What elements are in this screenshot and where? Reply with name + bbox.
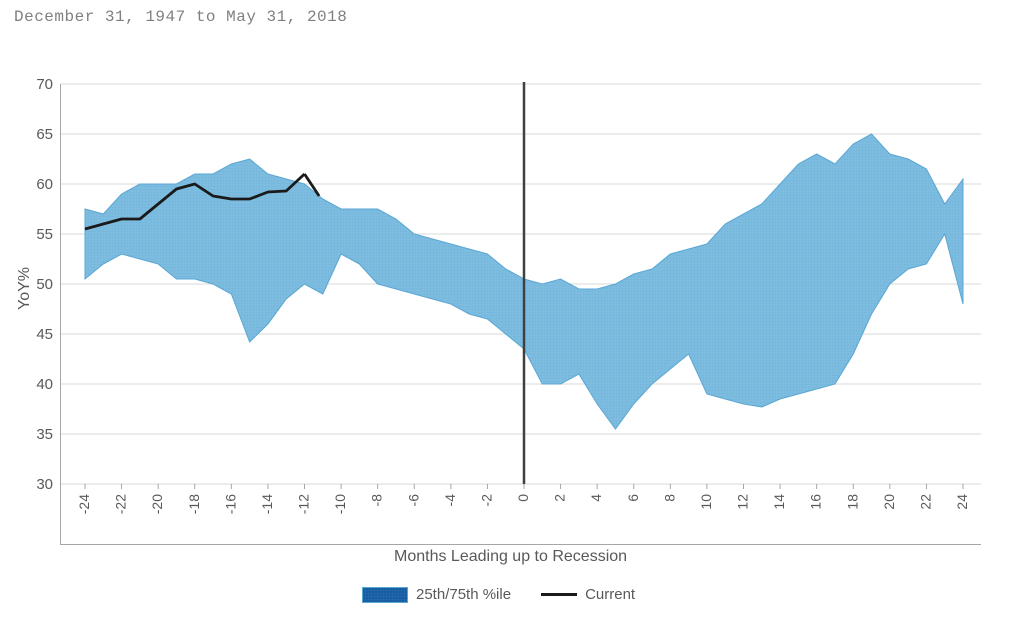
y-axis-label: YoY% — [16, 267, 34, 310]
svg-text:45: 45 — [36, 326, 53, 343]
svg-text:55: 55 — [36, 226, 53, 243]
line-swatch-icon — [541, 593, 577, 596]
x-axis-label: Months Leading up to Recession — [394, 548, 627, 566]
svg-text:35: 35 — [36, 426, 53, 443]
legend-band-label: 25th/75th %ile — [416, 586, 511, 603]
svg-text:40: 40 — [36, 376, 53, 393]
svg-text:-6: -6 — [405, 494, 421, 507]
svg-text:-22: -22 — [113, 494, 129, 514]
chart-legend: 25th/75th %ile Current — [362, 586, 635, 603]
svg-text:22: 22 — [917, 494, 933, 510]
svg-text:12: 12 — [735, 494, 751, 510]
legend-item-band: 25th/75th %ile — [362, 586, 511, 603]
svg-text:50: 50 — [36, 276, 53, 293]
svg-text:-8: -8 — [369, 494, 385, 507]
svg-text:60: 60 — [36, 176, 53, 193]
svg-text:-20: -20 — [149, 494, 165, 514]
band-swatch-icon — [362, 587, 408, 603]
svg-text:30: 30 — [36, 476, 53, 493]
svg-text:-16: -16 — [222, 494, 238, 514]
recession-band-chart: 303540455055606570-24-22-20-18-16-14-12-… — [60, 84, 981, 545]
svg-text:8: 8 — [661, 494, 677, 502]
legend-line-label: Current — [585, 586, 635, 603]
svg-text:-14: -14 — [259, 494, 275, 514]
svg-text:2: 2 — [552, 494, 568, 502]
svg-text:-4: -4 — [442, 494, 458, 507]
legend-item-line: Current — [541, 586, 635, 603]
svg-text:65: 65 — [36, 126, 53, 143]
svg-text:0: 0 — [515, 494, 531, 502]
svg-text:10: 10 — [698, 494, 714, 510]
svg-text:-10: -10 — [332, 494, 348, 514]
svg-text:-24: -24 — [76, 494, 92, 514]
svg-text:20: 20 — [881, 494, 897, 510]
date-range-caption: December 31, 1947 to May 31, 2018 — [14, 8, 347, 26]
svg-text:70: 70 — [36, 76, 53, 93]
svg-text:18: 18 — [844, 494, 860, 510]
svg-text:16: 16 — [808, 494, 824, 510]
svg-text:14: 14 — [771, 494, 787, 510]
svg-text:-2: -2 — [478, 494, 494, 507]
svg-text:4: 4 — [588, 494, 604, 502]
svg-text:6: 6 — [625, 494, 641, 502]
svg-text:24: 24 — [954, 494, 970, 510]
svg-text:-12: -12 — [296, 494, 312, 514]
svg-text:-18: -18 — [186, 494, 202, 514]
